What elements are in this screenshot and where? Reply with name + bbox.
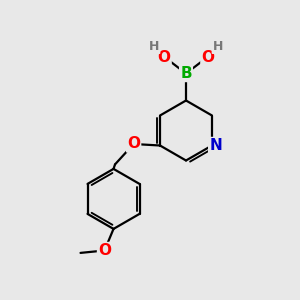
Text: O: O: [98, 243, 111, 258]
Text: O: O: [158, 50, 171, 65]
Text: B: B: [180, 66, 192, 81]
Text: H: H: [213, 40, 223, 53]
Text: H: H: [149, 40, 159, 53]
Text: O: O: [201, 50, 214, 65]
Text: O: O: [127, 136, 140, 152]
Text: N: N: [209, 138, 222, 153]
